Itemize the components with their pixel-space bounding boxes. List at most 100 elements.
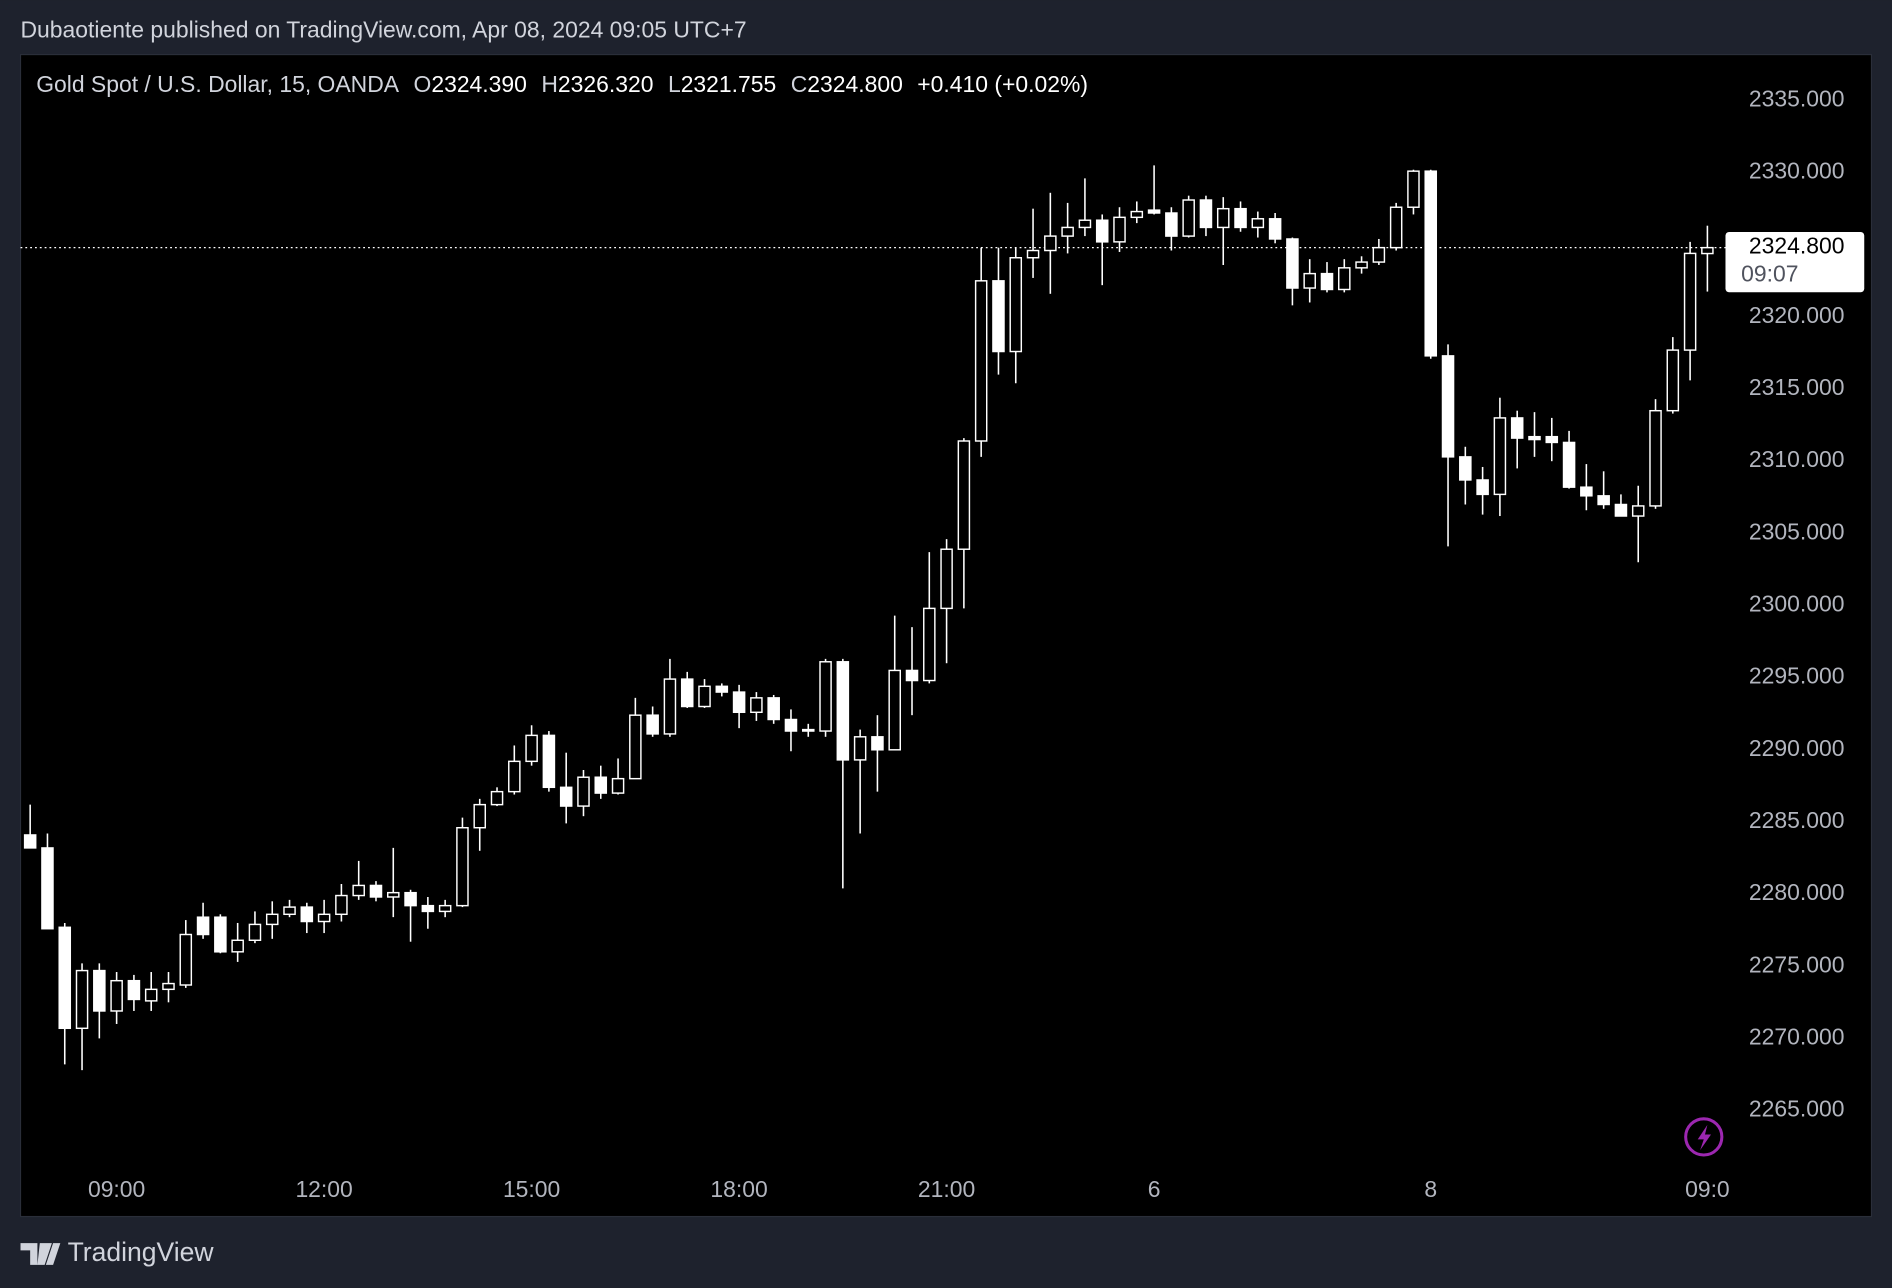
y-tick-label: 2335.000 bbox=[1749, 85, 1845, 111]
candle-body bbox=[1044, 235, 1057, 252]
candle-body bbox=[300, 906, 314, 923]
legend-value: 2324.390 bbox=[431, 71, 527, 97]
y-tick-label: 2310.000 bbox=[1749, 446, 1845, 472]
candle-body bbox=[508, 760, 521, 793]
candle-body bbox=[1441, 355, 1455, 458]
candle-body bbox=[1683, 252, 1697, 351]
candle-body bbox=[1078, 219, 1092, 229]
legend-value: 2321.755 bbox=[681, 71, 777, 97]
candle-body bbox=[853, 736, 867, 761]
candle-body bbox=[1165, 212, 1178, 237]
candle-body bbox=[265, 913, 279, 926]
alert-bolt[interactable] bbox=[1697, 1124, 1712, 1151]
candle-body bbox=[1562, 441, 1576, 488]
candle-body bbox=[41, 847, 54, 930]
legend-symbol: Gold Spot / U.S. Dollar, 15, OANDA bbox=[36, 71, 400, 97]
candle-body bbox=[352, 884, 365, 897]
candle-body bbox=[438, 904, 452, 913]
candle-body bbox=[940, 548, 953, 610]
candle-body bbox=[1649, 409, 1662, 507]
candle-body bbox=[698, 685, 711, 708]
candle-body bbox=[456, 826, 469, 907]
candle-body bbox=[110, 979, 123, 1012]
candle-body bbox=[317, 913, 331, 923]
candle-body bbox=[1338, 267, 1351, 291]
candle-body bbox=[974, 280, 988, 442]
candle-body bbox=[1407, 170, 1420, 208]
candle-body bbox=[1389, 206, 1403, 249]
candle-body bbox=[231, 939, 244, 953]
candle-body bbox=[1286, 238, 1299, 289]
y-tick-label: 2320.000 bbox=[1749, 302, 1845, 328]
candle-body bbox=[1216, 207, 1230, 229]
y-tick-label: 2275.000 bbox=[1749, 951, 1845, 977]
candle-body bbox=[542, 734, 556, 789]
candle-body bbox=[1355, 261, 1368, 269]
candle-body bbox=[1459, 456, 1472, 481]
candle-body bbox=[715, 685, 729, 693]
candle-body bbox=[1026, 249, 1040, 259]
logo-mark bbox=[20, 1243, 61, 1265]
alert-icon[interactable] bbox=[1684, 1117, 1724, 1157]
candle-body bbox=[1372, 246, 1386, 263]
last-price-box bbox=[1725, 231, 1865, 293]
x-tick-label: 09:0 bbox=[1685, 1176, 1730, 1202]
candle-body bbox=[577, 776, 590, 807]
x-tick-label: 21:00 bbox=[918, 1176, 975, 1202]
x-tick-label: 12:00 bbox=[295, 1176, 352, 1202]
candle-body bbox=[923, 607, 936, 682]
y-tick-label: 2295.000 bbox=[1749, 663, 1845, 689]
y-tick-label: 2330.000 bbox=[1749, 158, 1845, 184]
candle-body bbox=[905, 669, 919, 682]
candle-body bbox=[559, 786, 573, 807]
candle-body bbox=[1251, 218, 1265, 229]
publish-info: Dubaotiente published on TradingView.com… bbox=[21, 17, 747, 43]
candle-body bbox=[594, 776, 608, 794]
legend-text: Gold Spot / U.S. Dollar, 15, OANDA O2324.… bbox=[36, 71, 1088, 97]
legend-key: C bbox=[791, 71, 808, 97]
y-tick-label: 2305.000 bbox=[1749, 518, 1845, 544]
candle-body bbox=[801, 728, 815, 732]
y-tick-label: 2270.000 bbox=[1749, 1023, 1845, 1049]
candle-body bbox=[629, 714, 642, 780]
candle-body bbox=[1597, 495, 1610, 506]
y-tick-label: 2285.000 bbox=[1749, 807, 1845, 833]
legend-key: O bbox=[414, 71, 432, 97]
candle-body bbox=[1545, 435, 1559, 444]
y-tick-label: 2280.000 bbox=[1749, 879, 1845, 905]
last-price-label: 2324.800 bbox=[1749, 233, 1845, 259]
candle-body bbox=[784, 718, 798, 732]
candle-body bbox=[1666, 349, 1680, 412]
candle-body bbox=[767, 697, 780, 721]
candle-body bbox=[335, 894, 348, 916]
candle-body bbox=[836, 661, 850, 761]
candle-body bbox=[75, 969, 89, 1030]
candle-body bbox=[144, 988, 158, 1002]
candle-body bbox=[23, 834, 37, 849]
candle-body bbox=[214, 916, 227, 953]
candle-body bbox=[1493, 417, 1507, 496]
candle-body bbox=[93, 969, 106, 1012]
candle-body bbox=[663, 678, 677, 735]
candle-body bbox=[1113, 216, 1126, 243]
candle-body bbox=[1009, 257, 1023, 353]
candle-body bbox=[819, 661, 832, 732]
candle-body bbox=[1614, 503, 1628, 517]
candle-body bbox=[957, 440, 971, 550]
logo: TradingView bbox=[20, 1237, 214, 1267]
candle-body bbox=[421, 904, 435, 913]
candle-body bbox=[179, 933, 193, 986]
candle-body bbox=[1528, 435, 1541, 441]
alert-circle[interactable] bbox=[1684, 1117, 1724, 1157]
candle-body bbox=[404, 891, 417, 907]
candle-body bbox=[871, 736, 884, 751]
candle-body bbox=[473, 803, 487, 829]
candle-body bbox=[750, 697, 763, 714]
candle-body bbox=[1510, 417, 1524, 439]
legend: Gold Spot / U.S. Dollar, 15, OANDA O2324.… bbox=[36, 71, 1088, 97]
y-tick-label: 2300.000 bbox=[1749, 591, 1845, 617]
candle-body bbox=[1095, 219, 1109, 243]
candle-body bbox=[888, 669, 901, 751]
candle-body bbox=[490, 790, 504, 806]
